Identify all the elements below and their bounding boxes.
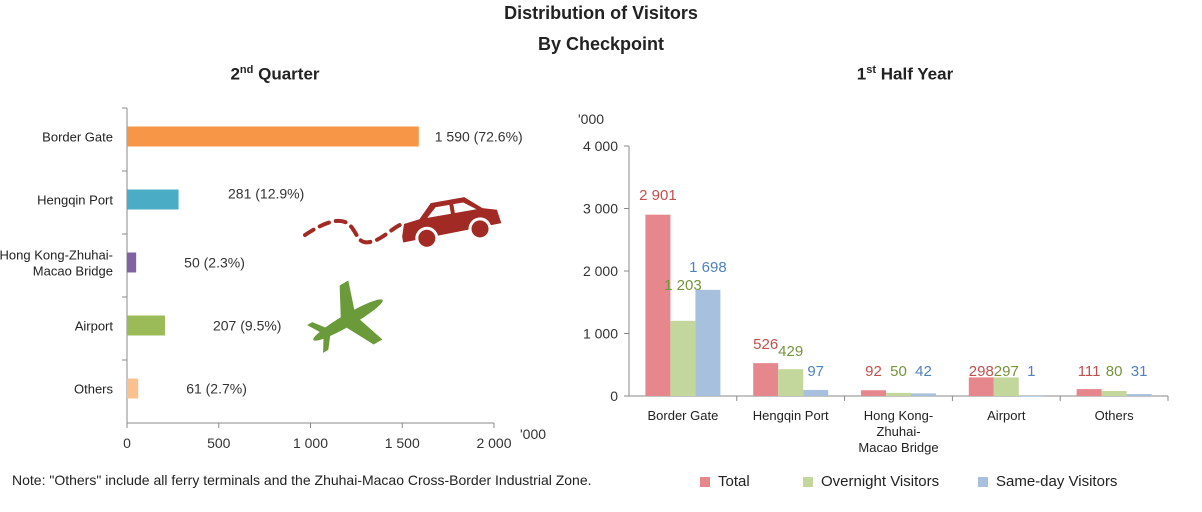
airplane-icon [307, 280, 383, 353]
right-bar [778, 369, 804, 396]
right-y-tick-label: 2 000 [583, 263, 618, 279]
right-y-tick-label: 1 000 [583, 326, 618, 342]
left-bar [127, 126, 419, 147]
right-category-label: Border Gate [647, 408, 718, 423]
right-title-prefix: 1 [856, 64, 867, 84]
right-bar [803, 389, 829, 396]
left-x-tick-label: 1 500 [385, 435, 420, 451]
left-bar [127, 315, 165, 336]
left-x-tick-label: 1 000 [293, 435, 328, 451]
chart-title: Distribution of Visitors [504, 3, 698, 23]
left-x-tick-label: 0 [123, 435, 131, 451]
legend-swatch-sameday [978, 476, 988, 487]
right-category-label: Hong Kong- [864, 408, 933, 423]
right-bar [1126, 394, 1152, 396]
left-x-tick-label: 500 [207, 435, 231, 451]
left-data-label: 207 (9.5%) [213, 318, 281, 334]
left-data-label: 50 (2.3%) [184, 255, 245, 271]
left-data-label: 1 590 (72.6%) [435, 129, 523, 145]
left-title-prefix: 2 [230, 64, 240, 84]
car-icon [402, 197, 502, 250]
left-data-label: 61 (2.7%) [186, 381, 247, 397]
right-category-label: Others [1095, 408, 1135, 423]
left-data-label: 281 (12.9%) [228, 186, 304, 202]
right-data-label: 297 [994, 363, 1019, 380]
left-x-unit-label: '000 [520, 426, 546, 442]
right-data-label: 42 [915, 363, 932, 380]
right-y-tick-label: 3 000 [583, 201, 618, 217]
right-category-label: Zhuhai- [876, 424, 920, 439]
left-category-label: Airport [75, 319, 114, 334]
left-x-tick-label: 2 000 [476, 435, 511, 451]
right-data-label: 97 [807, 363, 824, 380]
right-title-sup: st [866, 64, 877, 76]
right-chart-title: 1st Half Year [790, 64, 1020, 85]
right-bar [1018, 395, 1044, 397]
legend-swatch-total [700, 476, 710, 487]
right-data-label: 1 203 [664, 277, 702, 294]
right-category-label: Airport [987, 408, 1026, 423]
dashed-path-icon [303, 218, 404, 245]
left-category-label: Hong Kong-Zhuhai- [0, 248, 113, 263]
right-data-label: 2 901 [639, 187, 677, 204]
right-bar [911, 393, 936, 396]
right-category-label: Macao Bridge [858, 440, 938, 455]
right-bar [645, 214, 671, 396]
right-bar [968, 377, 994, 396]
legend-label-total: Total [718, 473, 750, 490]
left-chart-title: 2nd Quarter [160, 64, 390, 85]
legend-label-sameday: Same-day Visitors [996, 473, 1118, 490]
right-data-label: 1 [1027, 363, 1035, 380]
right-y-tick-label: 4 000 [583, 138, 618, 154]
right-bar [1076, 389, 1102, 396]
right-data-label: 31 [1131, 363, 1148, 380]
right-data-label: 1 698 [689, 259, 727, 276]
right-bar [670, 320, 696, 396]
legend-sameday: Same-day Visitors [978, 473, 1117, 490]
right-data-label: 526 [753, 336, 778, 353]
legend-overnight: Overnight Visitors [803, 473, 939, 490]
left-category-label: Others [74, 382, 114, 397]
right-data-label: 80 [1106, 363, 1123, 380]
right-data-label: 298 [969, 363, 994, 380]
right-data-label: 429 [778, 343, 803, 360]
left-bar-chart: 0 500 1 000 1 500 2 000 '000 Border Gate 1 590 … [0, 107, 546, 451]
left-category-label: Hengqin Port [37, 193, 113, 208]
legend-label-overnight: Overnight Visitors [821, 473, 940, 490]
right-bar [993, 377, 1019, 396]
right-data-label: 92 [865, 363, 882, 380]
left-bar [127, 252, 137, 273]
right-data-label: 50 [890, 363, 907, 380]
chart-subtitle: By Checkpoint [537, 34, 665, 54]
right-bar [1101, 391, 1127, 396]
right-y-tick-label: 0 [610, 388, 618, 404]
right-bar [695, 289, 721, 396]
right-bar [861, 390, 886, 396]
legend-total: Total [700, 473, 750, 490]
right-title-text: Half Year [880, 64, 954, 84]
left-bar [127, 378, 139, 399]
right-y-unit-label: '000 [578, 111, 604, 127]
footnote: Note: "Others" include all ferry termina… [12, 472, 592, 488]
left-bar [127, 189, 179, 210]
left-category-label: Macao Bridge [33, 264, 113, 279]
left-title-text: Quarter [258, 64, 320, 84]
decorations [303, 197, 502, 353]
right-bar [753, 363, 779, 396]
right-data-label: 111 [1078, 363, 1101, 380]
left-category-label: Border Gate [42, 130, 113, 145]
left-title-sup: nd [239, 64, 254, 76]
right-bar [886, 392, 911, 396]
legend-swatch-overnight [803, 476, 813, 487]
right-category-label: Hengqin Port [753, 408, 829, 423]
